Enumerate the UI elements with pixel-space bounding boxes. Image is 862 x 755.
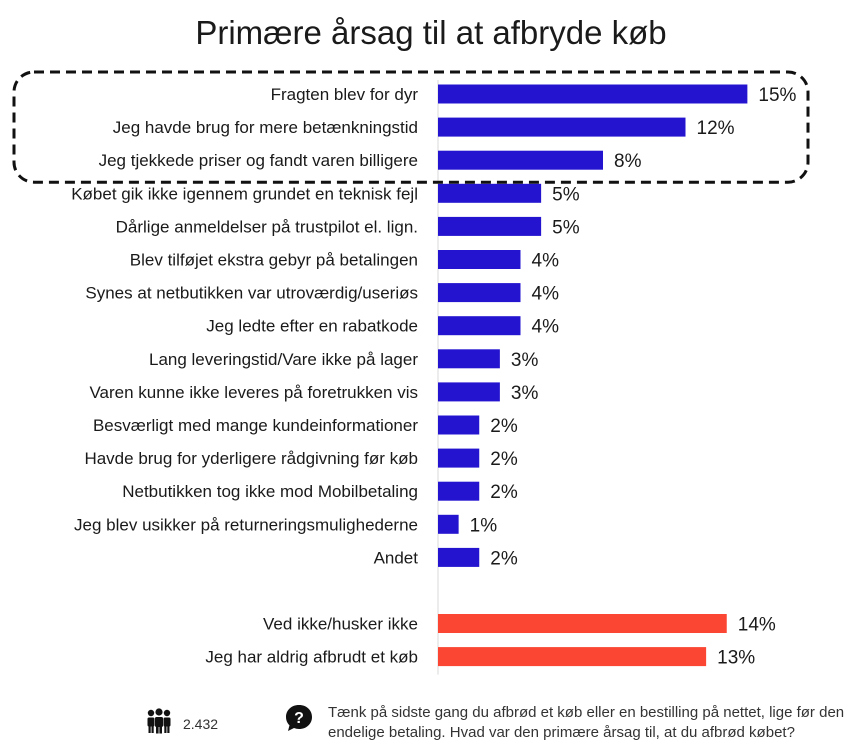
- bar: [438, 117, 686, 137]
- category-label: Købet gik ikke igennem grundet en teknis…: [71, 184, 418, 203]
- category-label: Jeg blev usikker på returneringsmulighed…: [74, 515, 418, 534]
- bar: [438, 514, 459, 534]
- question-bubble-icon: ?: [284, 703, 314, 738]
- category-label: Jeg tjekkede priser og fandt varen billi…: [99, 151, 418, 170]
- bar: [438, 614, 727, 633]
- value-label: 3%: [511, 383, 539, 404]
- bar: [438, 647, 707, 667]
- value-label: 5%: [552, 184, 580, 205]
- bar: [438, 349, 500, 369]
- category-label: Fragten blev for dyr: [271, 85, 419, 104]
- category-label: Synes at netbutikken var utroværdig/user…: [85, 284, 418, 303]
- category-label: Netbutikken tog ikke mod Mobilbetaling: [122, 482, 418, 501]
- value-label: 8%: [614, 151, 642, 172]
- value-label: 3%: [511, 350, 539, 371]
- value-label: 4%: [532, 317, 560, 338]
- value-label: 2%: [490, 449, 518, 470]
- bar: [438, 448, 480, 468]
- value-label: 14%: [738, 615, 776, 636]
- value-label: 12%: [697, 118, 735, 139]
- value-label: 2%: [490, 416, 518, 437]
- chart-title: Primære årsag til at afbryde køb: [195, 14, 667, 51]
- category-label: Jeg ledte efter en rabatkode: [206, 317, 418, 336]
- category-label: Varen kunne ikke leveres på foretrukken …: [89, 383, 418, 402]
- value-label: 2%: [490, 482, 518, 503]
- value-label: 5%: [552, 217, 580, 238]
- category-label: Jeg havde brug for mere betænkningstid: [113, 118, 418, 137]
- category-label: Jeg har aldrig afbrudt et køb: [205, 648, 418, 667]
- question-text: Tænk på sidste gang du afbrød et køb ell…: [328, 704, 845, 741]
- value-label: 4%: [532, 251, 560, 272]
- highlight-box: [12, 70, 810, 184]
- category-label: Ved ikke/husker ikke: [263, 615, 418, 634]
- bar: [438, 84, 748, 104]
- value-label: 15%: [758, 85, 796, 106]
- category-label: Havde brug for yderligere rådgivning før…: [84, 449, 418, 468]
- bar: [438, 316, 521, 336]
- bar: [438, 283, 521, 303]
- bar-chart: Fragten blev for dyr 15% Jeg havde brug fo…: [12, 70, 810, 675]
- survey-question: ? Tænk på sidste gang du afbrød et køb e…: [284, 703, 862, 743]
- bar: [438, 250, 521, 269]
- value-label: 4%: [532, 284, 560, 305]
- value-label: 13%: [717, 648, 755, 669]
- category-label: Lang leveringstid/Vare ikke på lager: [149, 350, 418, 369]
- bar: [438, 481, 480, 501]
- bar: [438, 216, 542, 236]
- value-label: 1%: [470, 515, 498, 536]
- category-label: Blev tilføjet ekstra gebyr på betalingen: [130, 251, 418, 270]
- bar: [438, 150, 603, 170]
- people-icon: [145, 708, 173, 739]
- category-label: Andet: [374, 548, 419, 567]
- category-label: Dårlige anmeldelser på trustpilot el. li…: [116, 217, 418, 236]
- bar: [438, 415, 480, 435]
- category-label: Besværligt med mange kundeinformationer: [93, 416, 418, 435]
- svg-text:?: ?: [294, 710, 304, 727]
- bar: [438, 183, 542, 203]
- bar: [438, 382, 500, 402]
- respondent-count-value: 2.432: [183, 715, 219, 732]
- respondent-count: 2.432: [145, 708, 218, 739]
- bar: [438, 547, 480, 567]
- value-label: 2%: [490, 548, 518, 569]
